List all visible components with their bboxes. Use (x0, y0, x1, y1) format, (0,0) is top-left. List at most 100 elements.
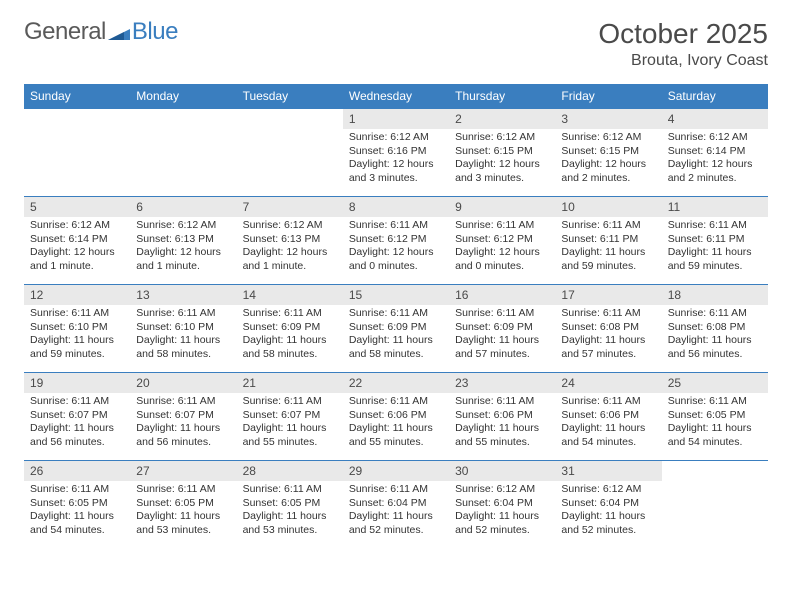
dayhead-sunday: Sunday (24, 84, 130, 109)
day-number: 28 (237, 461, 343, 481)
calendar-day-cell: 16Sunrise: 6:11 AMSunset: 6:09 PMDayligh… (449, 285, 555, 373)
day-content: Sunrise: 6:11 AMSunset: 6:04 PMDaylight:… (343, 481, 449, 549)
calendar-day-cell: 27Sunrise: 6:11 AMSunset: 6:05 PMDayligh… (130, 461, 236, 549)
dayhead-wednesday: Wednesday (343, 84, 449, 109)
day-content: Sunrise: 6:11 AMSunset: 6:12 PMDaylight:… (343, 217, 449, 284)
day-number: 8 (343, 197, 449, 217)
day-content: Sunrise: 6:12 AMSunset: 6:14 PMDaylight:… (24, 217, 130, 284)
day-content: Sunrise: 6:11 AMSunset: 6:05 PMDaylight:… (237, 481, 343, 549)
day-number: 29 (343, 461, 449, 481)
day-content: Sunrise: 6:12 AMSunset: 6:13 PMDaylight:… (130, 217, 236, 284)
calendar-day-cell: 31Sunrise: 6:12 AMSunset: 6:04 PMDayligh… (555, 461, 661, 549)
calendar-body: 1Sunrise: 6:12 AMSunset: 6:16 PMDaylight… (24, 109, 768, 549)
day-number: 30 (449, 461, 555, 481)
calendar-day-cell: 30Sunrise: 6:12 AMSunset: 6:04 PMDayligh… (449, 461, 555, 549)
day-number: 17 (555, 285, 661, 305)
month-title: October 2025 (598, 18, 768, 50)
calendar-day-cell: 12Sunrise: 6:11 AMSunset: 6:10 PMDayligh… (24, 285, 130, 373)
logo: General Blue (24, 18, 178, 46)
day-number: 25 (662, 373, 768, 393)
calendar-day-cell: 15Sunrise: 6:11 AMSunset: 6:09 PMDayligh… (343, 285, 449, 373)
day-content (130, 129, 236, 196)
calendar-day-cell: 1Sunrise: 6:12 AMSunset: 6:16 PMDaylight… (343, 109, 449, 197)
header: General Blue October 2025 Brouta, Ivory … (24, 18, 768, 70)
day-content (24, 129, 130, 196)
calendar-day-cell (24, 109, 130, 197)
day-content: Sunrise: 6:11 AMSunset: 6:09 PMDaylight:… (343, 305, 449, 372)
calendar-day-cell (237, 109, 343, 197)
day-content: Sunrise: 6:12 AMSunset: 6:04 PMDaylight:… (449, 481, 555, 549)
day-content: Sunrise: 6:11 AMSunset: 6:11 PMDaylight:… (555, 217, 661, 284)
calendar-day-cell (130, 109, 236, 197)
logo-text-general: General (24, 18, 106, 46)
day-content: Sunrise: 6:11 AMSunset: 6:11 PMDaylight:… (662, 217, 768, 284)
day-number: 12 (24, 285, 130, 305)
day-content: Sunrise: 6:11 AMSunset: 6:09 PMDaylight:… (237, 305, 343, 372)
calendar-day-cell: 11Sunrise: 6:11 AMSunset: 6:11 PMDayligh… (662, 197, 768, 285)
day-number: 23 (449, 373, 555, 393)
calendar-week-row: 1Sunrise: 6:12 AMSunset: 6:16 PMDaylight… (24, 109, 768, 197)
day-content: Sunrise: 6:12 AMSunset: 6:16 PMDaylight:… (343, 129, 449, 196)
day-number: 20 (130, 373, 236, 393)
day-number (237, 109, 343, 129)
day-content: Sunrise: 6:11 AMSunset: 6:07 PMDaylight:… (130, 393, 236, 460)
dayhead-thursday: Thursday (449, 84, 555, 109)
calendar-week-row: 26Sunrise: 6:11 AMSunset: 6:05 PMDayligh… (24, 461, 768, 549)
day-content: Sunrise: 6:11 AMSunset: 6:05 PMDaylight:… (662, 393, 768, 460)
calendar-week-row: 19Sunrise: 6:11 AMSunset: 6:07 PMDayligh… (24, 373, 768, 461)
calendar-table: Sunday Monday Tuesday Wednesday Thursday… (24, 84, 768, 549)
calendar-day-cell: 5Sunrise: 6:12 AMSunset: 6:14 PMDaylight… (24, 197, 130, 285)
calendar-day-cell: 26Sunrise: 6:11 AMSunset: 6:05 PMDayligh… (24, 461, 130, 549)
logo-text-blue: Blue (132, 18, 178, 46)
day-number: 14 (237, 285, 343, 305)
calendar-day-cell: 22Sunrise: 6:11 AMSunset: 6:06 PMDayligh… (343, 373, 449, 461)
day-number: 11 (662, 197, 768, 217)
day-number: 15 (343, 285, 449, 305)
day-header-row: Sunday Monday Tuesday Wednesday Thursday… (24, 84, 768, 109)
calendar-day-cell: 13Sunrise: 6:11 AMSunset: 6:10 PMDayligh… (130, 285, 236, 373)
dayhead-tuesday: Tuesday (237, 84, 343, 109)
calendar-day-cell (662, 461, 768, 549)
day-number: 22 (343, 373, 449, 393)
day-content: Sunrise: 6:11 AMSunset: 6:05 PMDaylight:… (130, 481, 236, 549)
day-content: Sunrise: 6:11 AMSunset: 6:06 PMDaylight:… (343, 393, 449, 460)
day-number (130, 109, 236, 129)
calendar-day-cell: 14Sunrise: 6:11 AMSunset: 6:09 PMDayligh… (237, 285, 343, 373)
dayhead-friday: Friday (555, 84, 661, 109)
day-content: Sunrise: 6:11 AMSunset: 6:12 PMDaylight:… (449, 217, 555, 284)
day-number: 27 (130, 461, 236, 481)
calendar-day-cell: 17Sunrise: 6:11 AMSunset: 6:08 PMDayligh… (555, 285, 661, 373)
calendar-week-row: 12Sunrise: 6:11 AMSunset: 6:10 PMDayligh… (24, 285, 768, 373)
calendar-day-cell: 8Sunrise: 6:11 AMSunset: 6:12 PMDaylight… (343, 197, 449, 285)
calendar-day-cell: 20Sunrise: 6:11 AMSunset: 6:07 PMDayligh… (130, 373, 236, 461)
calendar-day-cell: 29Sunrise: 6:11 AMSunset: 6:04 PMDayligh… (343, 461, 449, 549)
calendar-day-cell: 21Sunrise: 6:11 AMSunset: 6:07 PMDayligh… (237, 373, 343, 461)
calendar-day-cell: 18Sunrise: 6:11 AMSunset: 6:08 PMDayligh… (662, 285, 768, 373)
calendar-day-cell: 10Sunrise: 6:11 AMSunset: 6:11 PMDayligh… (555, 197, 661, 285)
calendar-week-row: 5Sunrise: 6:12 AMSunset: 6:14 PMDaylight… (24, 197, 768, 285)
calendar-day-cell: 23Sunrise: 6:11 AMSunset: 6:06 PMDayligh… (449, 373, 555, 461)
day-number: 4 (662, 109, 768, 129)
calendar-day-cell: 28Sunrise: 6:11 AMSunset: 6:05 PMDayligh… (237, 461, 343, 549)
calendar-day-cell: 7Sunrise: 6:12 AMSunset: 6:13 PMDaylight… (237, 197, 343, 285)
day-content: Sunrise: 6:11 AMSunset: 6:08 PMDaylight:… (555, 305, 661, 372)
day-content: Sunrise: 6:11 AMSunset: 6:08 PMDaylight:… (662, 305, 768, 372)
location: Brouta, Ivory Coast (598, 52, 768, 70)
day-number: 31 (555, 461, 661, 481)
day-number: 21 (237, 373, 343, 393)
calendar-day-cell: 9Sunrise: 6:11 AMSunset: 6:12 PMDaylight… (449, 197, 555, 285)
logo-triangle-icon (108, 24, 130, 40)
day-content: Sunrise: 6:11 AMSunset: 6:06 PMDaylight:… (449, 393, 555, 460)
day-number: 19 (24, 373, 130, 393)
day-number: 6 (130, 197, 236, 217)
day-content (662, 481, 768, 549)
day-number: 10 (555, 197, 661, 217)
dayhead-saturday: Saturday (662, 84, 768, 109)
calendar-day-cell: 19Sunrise: 6:11 AMSunset: 6:07 PMDayligh… (24, 373, 130, 461)
day-number: 7 (237, 197, 343, 217)
day-content: Sunrise: 6:11 AMSunset: 6:10 PMDaylight:… (24, 305, 130, 372)
calendar-day-cell: 4Sunrise: 6:12 AMSunset: 6:14 PMDaylight… (662, 109, 768, 197)
day-number: 3 (555, 109, 661, 129)
day-content: Sunrise: 6:11 AMSunset: 6:07 PMDaylight:… (24, 393, 130, 460)
day-number: 2 (449, 109, 555, 129)
